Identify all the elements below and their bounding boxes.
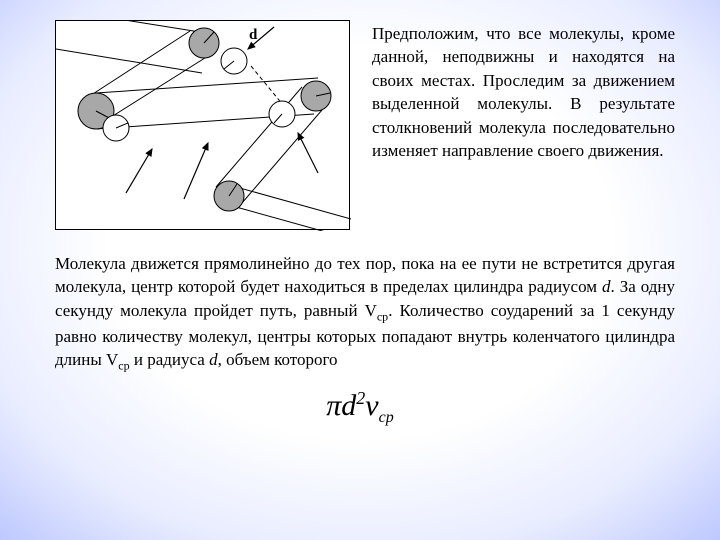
formula-sub: ср [379, 409, 394, 426]
body-sub-2: ср [118, 359, 129, 373]
molecule-path-diagram: d [55, 20, 350, 230]
formula-pi: π [326, 389, 341, 422]
body-sub-1: ср [377, 309, 388, 323]
body-d-2: d [209, 350, 218, 369]
body-paragraph: Молекула движется прямолинейно до тех по… [0, 230, 720, 374]
body-d-1: d [602, 277, 611, 296]
formula-v: v [365, 389, 378, 422]
formula-sup: 2 [356, 388, 365, 408]
formula-d: d [341, 389, 356, 422]
diagram-d-label: d [249, 27, 257, 44]
body-seg-1: Молекула движется прямолинейно до тех по… [55, 254, 675, 296]
right-paragraph: Предположим, что все молекулы, кроме дан… [372, 20, 680, 230]
body-seg-4: и радиуса [130, 350, 209, 369]
body-seg-5: , объем которого [218, 350, 338, 369]
diagram-svg [56, 21, 351, 231]
formula: πd2vср [0, 388, 720, 427]
